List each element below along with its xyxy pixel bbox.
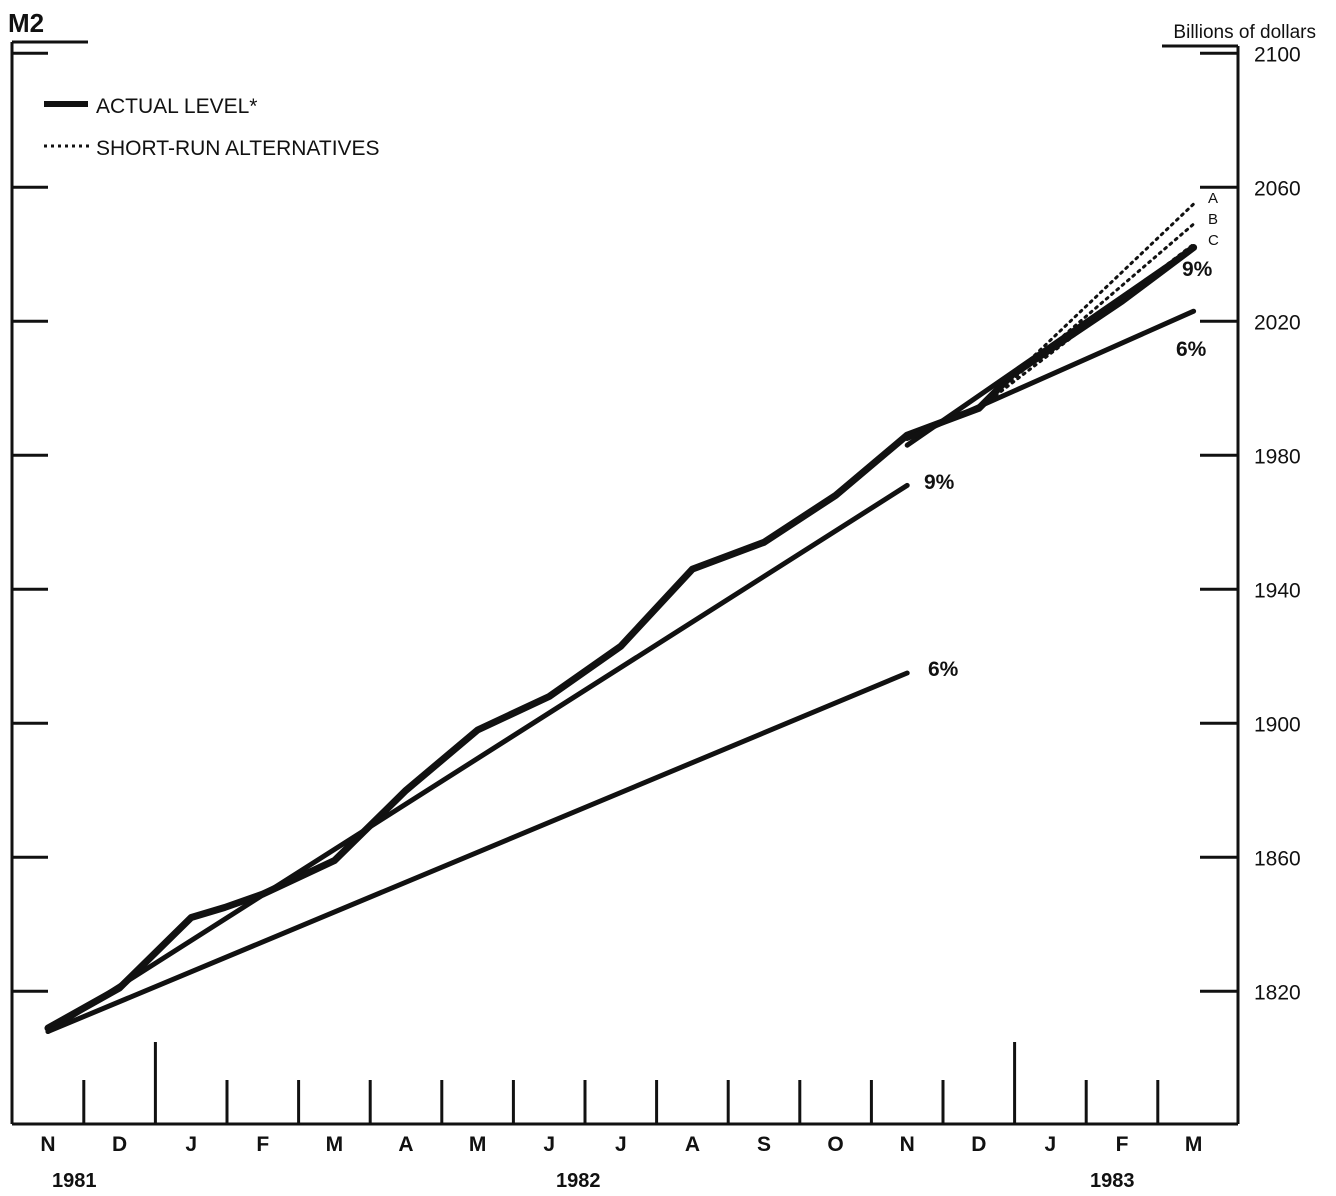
- label-6pct-main: 6%: [928, 658, 959, 681]
- x-tick-label: F: [1116, 1133, 1129, 1156]
- x-tick-label: D: [971, 1133, 986, 1156]
- series-alternative-A: [977, 202, 1196, 410]
- x-tick-label: J: [1045, 1133, 1057, 1156]
- label-alt-b: B: [1208, 211, 1218, 228]
- x-tick-label: J: [543, 1133, 555, 1156]
- label-9pct-end: 9%: [1182, 258, 1213, 281]
- series-layer: [44, 202, 1198, 1034]
- y-tick-label: 1940: [1254, 579, 1301, 602]
- plot-frame: [10, 40, 1240, 1126]
- y-tick-label: 2100: [1254, 43, 1301, 66]
- y-axis-label: Billions of dollars: [1173, 22, 1316, 43]
- x-tick-label: O: [827, 1133, 843, 1156]
- y-tick-label: 1980: [1254, 445, 1301, 468]
- x-tick-label: J: [615, 1133, 627, 1156]
- x-tick-label: N: [40, 1133, 55, 1156]
- label-alt-a: A: [1208, 190, 1218, 207]
- series-alternative-B: [977, 222, 1196, 410]
- year-label-1982: 1982: [556, 1170, 601, 1192]
- x-tick-label: F: [256, 1133, 269, 1156]
- legend-actual-label: ACTUAL LEVEL*: [96, 95, 257, 118]
- y-axis-ticks: 1820 1860 1900 1940 1980 2020 2060 2100: [12, 43, 1301, 1004]
- y-tick-label: 2020: [1254, 311, 1301, 334]
- series-growth-path-2: [45, 670, 910, 1034]
- x-tick-label: J: [185, 1133, 197, 1156]
- x-tick-label: A: [685, 1133, 700, 1156]
- legend: ACTUAL LEVEL* SHORT-RUN ALTERNATIVES: [44, 95, 380, 160]
- label-6pct-end: 6%: [1176, 338, 1207, 361]
- year-label-1983: 1983: [1090, 1170, 1135, 1192]
- y-tick-label: 1820: [1254, 981, 1301, 1004]
- legend-alternatives-label: SHORT-RUN ALTERNATIVES: [96, 137, 380, 160]
- y-tick-label: 1860: [1254, 847, 1301, 870]
- series-growth-path-1: [45, 482, 910, 1034]
- series-growth-path-4: [904, 308, 1197, 441]
- series-alternative-C: [977, 242, 1196, 410]
- x-tick-label: N: [900, 1133, 915, 1156]
- x-tick-label: D: [112, 1133, 127, 1156]
- y-tick-label: 1900: [1254, 713, 1301, 736]
- x-tick-label: A: [398, 1133, 413, 1156]
- y-tick-label: 2060: [1254, 177, 1301, 200]
- year-label-1981: 1981: [52, 1170, 97, 1192]
- chart-title: M2: [8, 8, 44, 38]
- x-tick-label: M: [469, 1133, 487, 1156]
- x-tick-label: S: [757, 1133, 771, 1156]
- x-tick-label: M: [1185, 1133, 1203, 1156]
- label-9pct-main: 9%: [924, 471, 955, 494]
- x-tick-label: M: [326, 1133, 344, 1156]
- label-alt-c: C: [1208, 232, 1219, 249]
